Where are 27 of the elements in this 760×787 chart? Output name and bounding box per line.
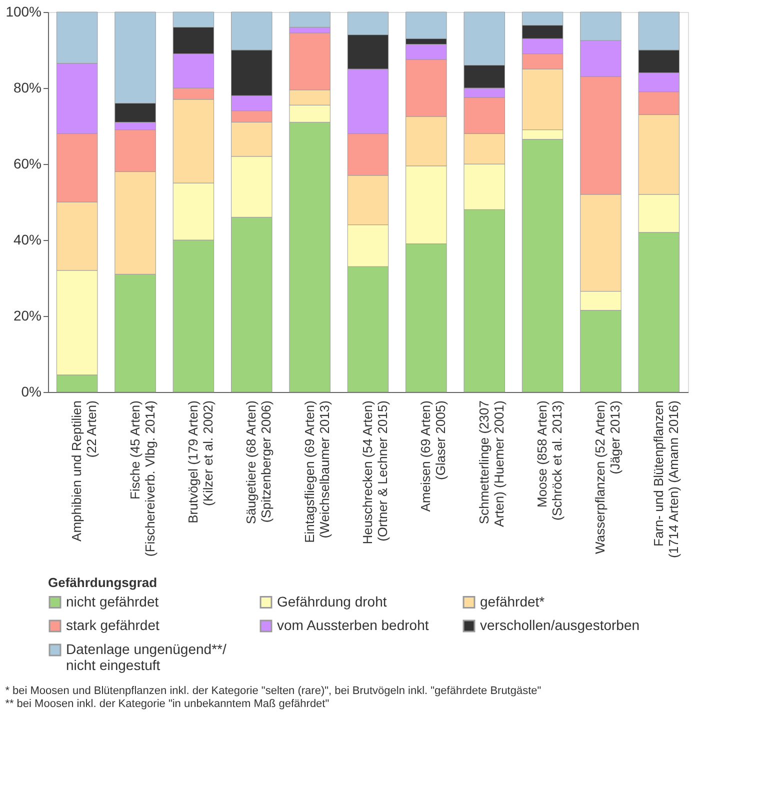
x-tick-label: Moose (858 Arten) (Schröck et al. 2013) bbox=[534, 400, 565, 520]
y-tick-label: 0% bbox=[21, 384, 42, 400]
y-tick-label: 60% bbox=[13, 156, 42, 172]
x-tick-label: Säugetiere (68 Arten) (Spitzenberger 2006) bbox=[244, 400, 274, 524]
legend-label: gefährdet* bbox=[480, 593, 546, 610]
legend-label: stark gefährdet bbox=[66, 617, 160, 633]
text: * bei Moosen und Blütenpflanzen inkl. der Kategorie "selten (rare)", bei Brutvögeln inkl. "gefährdete Brutgäste" bbox=[5, 685, 542, 697]
x-tick-label: Schmetterlinge (2307 Arten) (Huemer 2001) bbox=[476, 400, 506, 527]
legend-label: verschollen/ausgestorben bbox=[480, 617, 640, 633]
x-tick-label: Ameisen (69 Arten) (Glaser 2005) bbox=[418, 400, 448, 512]
x-tick-label: Fische (45 Arten) (Fischereiverb. Vlbg. 2014) bbox=[127, 400, 158, 557]
legend-label: Gefährdung droht bbox=[277, 593, 387, 610]
legend-label: vom Aussterben bedroht bbox=[277, 617, 429, 633]
x-tick-label: Farn- und Blütenpflanzen (1714 Arten) (Amann 2016) bbox=[650, 400, 681, 558]
legend-title: Gefährdungsgrad bbox=[48, 575, 158, 590]
y-tick-label: 40% bbox=[13, 232, 42, 248]
legend-label: nicht gefährdet bbox=[66, 593, 159, 610]
x-tick-label: Eintagsfliegen (69 Arten) (Weichselbaumer 2013) bbox=[302, 400, 332, 543]
x-tick-label: Amphibien und Reptilien (22 Arten) bbox=[69, 400, 100, 542]
text: ** bei Moosen inkl. der Kategorie "in unbekanntem Maß gefährdet" bbox=[5, 698, 330, 710]
x-tick-label: Brutvögel (179 Arten) (Kilzer et al. 2002) bbox=[185, 400, 216, 524]
y-tick-label: 100% bbox=[6, 4, 42, 20]
x-tick-label: Heuschrecken (54 Arten) (Ortner & Lechner 2015) bbox=[360, 400, 390, 544]
legend-label: Datenlage ungenügend**/ nicht eingestuft bbox=[66, 641, 226, 673]
y-tick-label: 20% bbox=[13, 308, 42, 324]
y-tick-label: 80% bbox=[13, 80, 42, 96]
x-tick-label: Wasserpflanzen (52 Arten) (Jäger 2013) bbox=[592, 400, 623, 554]
